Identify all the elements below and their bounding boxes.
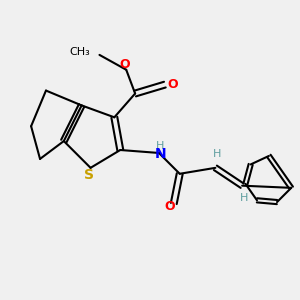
Text: H: H [213, 149, 221, 159]
Text: O: O [168, 78, 178, 91]
Text: O: O [119, 58, 130, 71]
Text: CH₃: CH₃ [70, 47, 91, 57]
Text: N: N [154, 148, 166, 161]
Text: S: S [84, 168, 94, 182]
Text: H: H [156, 141, 165, 152]
Text: O: O [164, 200, 175, 213]
Text: H: H [239, 193, 248, 203]
